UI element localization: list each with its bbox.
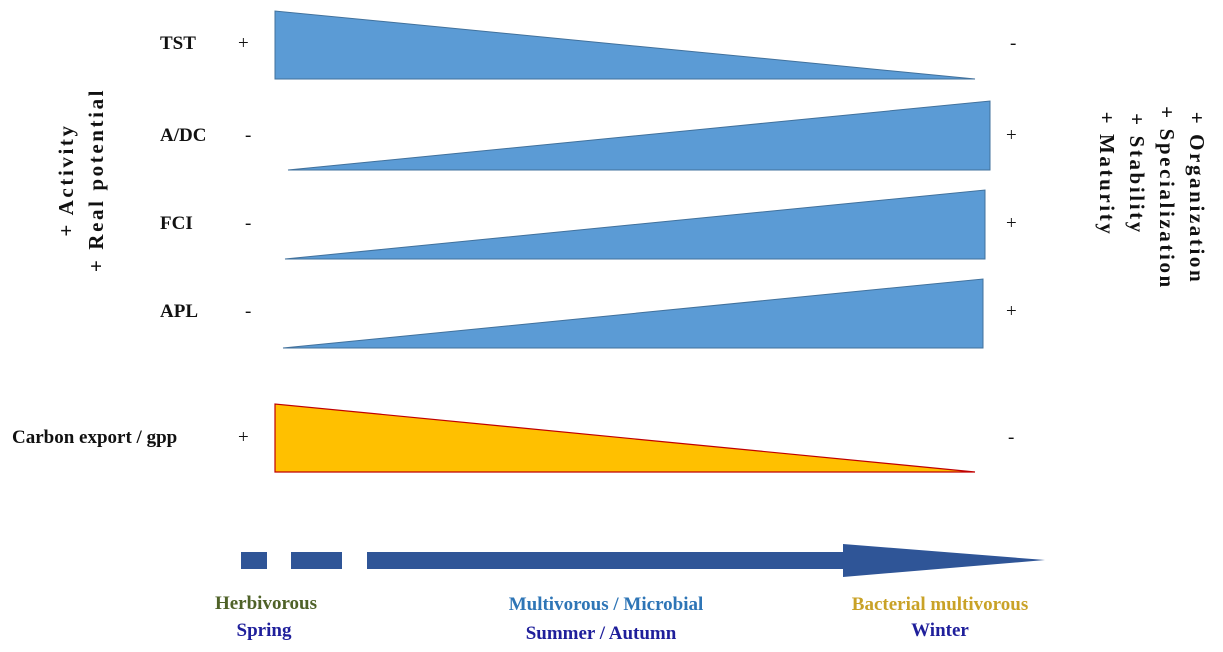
row-carbon-export-left-sign: +: [238, 427, 249, 448]
row-fci-left-sign: -: [245, 213, 251, 234]
row-adc: A/DC - +: [160, 100, 1017, 171]
left-axis-line-2: + Real potential: [84, 88, 108, 272]
right-axis-line-2: + Specialization: [1155, 106, 1179, 290]
phase-multivorous-microbial-name: Multivorous / Microbial: [509, 594, 704, 615]
phase-herbivorous-name: Herbivorous: [215, 593, 317, 614]
left-axis-label: + Activity + Real potential: [54, 88, 108, 272]
phase-herbivorous: Herbivorous Spring: [215, 593, 317, 641]
apl-wedge: [282, 278, 984, 349]
phase-multivorous-microbial: Multivorous / Microbial Summer / Autumn: [509, 594, 704, 644]
right-axis-line-1: + Organization: [1185, 112, 1209, 285]
right-axis-line-4: + Maturity: [1095, 112, 1119, 237]
row-adc-right-sign: +: [1006, 125, 1017, 146]
row-tst: TST + -: [160, 10, 1016, 80]
row-fci-right-sign: +: [1006, 213, 1017, 234]
row-apl-left-sign: -: [245, 301, 251, 322]
row-tst-right-sign: -: [1010, 33, 1016, 54]
tst-wedge: [274, 10, 976, 80]
arrow-dash-1: [241, 552, 267, 569]
arrow-head: [843, 544, 1045, 577]
phase-bacterial-multivorous-name: Bacterial multivorous: [852, 594, 1028, 615]
row-fci: FCI - +: [160, 189, 1017, 260]
right-axis-label: + Organization + Specialization + Stabil…: [1095, 106, 1209, 290]
succession-arrow: [241, 544, 1045, 577]
row-carbon-export-right-sign: -: [1008, 427, 1014, 448]
phase-multivorous-microbial-season: Summer / Autumn: [526, 623, 677, 644]
arrow-shaft: [367, 552, 845, 569]
phase-herbivorous-season: Spring: [237, 620, 292, 641]
left-axis-line-1: + Activity: [54, 123, 78, 236]
carbon-export-wedge: [274, 403, 976, 473]
row-carbon-export: Carbon export / gpp + -: [12, 403, 1014, 473]
row-adc-label: A/DC: [160, 125, 206, 146]
arrow-dash-2: [291, 552, 342, 569]
right-axis-line-3: + Stability: [1125, 113, 1149, 235]
row-carbon-export-label: Carbon export / gpp: [12, 427, 177, 448]
row-adc-left-sign: -: [245, 125, 251, 146]
adc-wedge: [287, 100, 991, 171]
row-apl: APL - +: [160, 278, 1017, 349]
row-tst-left-sign: +: [238, 33, 249, 54]
phase-bacterial-multivorous: Bacterial multivorous Winter: [852, 594, 1028, 641]
fci-wedge: [284, 189, 986, 260]
phase-bacterial-multivorous-season: Winter: [911, 620, 969, 641]
row-apl-right-sign: +: [1006, 301, 1017, 322]
row-tst-label: TST: [160, 33, 196, 54]
row-apl-label: APL: [160, 301, 198, 322]
row-fci-label: FCI: [160, 213, 193, 234]
